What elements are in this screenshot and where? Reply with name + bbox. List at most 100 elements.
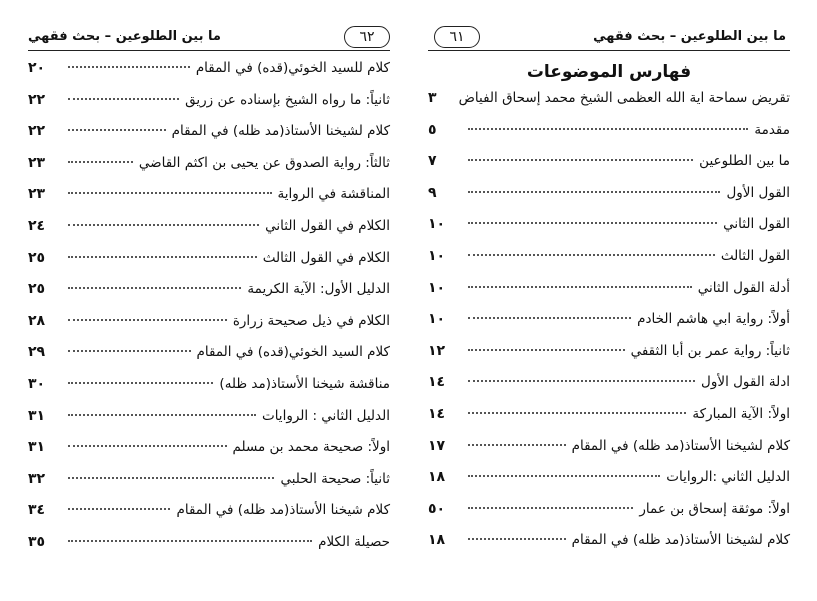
entry-title: أولاً: رواية ابي هاشم الخادم	[637, 311, 790, 328]
entry-page: ١٤	[428, 405, 446, 422]
dot-leader	[68, 192, 272, 195]
left-page: ما بين الطلوعين – بحث فقهي ٦٢ كلام للسيد…	[28, 0, 390, 601]
toc-entry: أولاً: رواية ابي هاشم الخادم ١٠	[428, 311, 790, 343]
toc-entry: القول الأول ٩	[428, 185, 790, 217]
entry-title: أدلة القول الثاني	[697, 279, 790, 296]
entry-page: ١٢	[428, 342, 446, 359]
entry-page: ٢٤	[28, 217, 46, 234]
dot-leader	[468, 253, 715, 256]
toc-entry: تقريض سماحة اية الله العظمى الشيخ محمد إ…	[428, 90, 790, 122]
toc-entry: كلام للسيد الخوئي(قده) في المقام ٢٠	[28, 60, 390, 92]
entry-page: ٢٨	[28, 312, 46, 329]
entry-page: ٢٣	[28, 186, 46, 203]
toc-entry: اولاً: الآية المباركة ١٤	[428, 406, 790, 438]
dot-leader	[468, 411, 687, 414]
toc-entry: كلام لشيخنا الأستاذ(مد ظله) في المقام ١٧	[428, 438, 790, 470]
dot-leader	[68, 255, 257, 258]
dot-leader	[68, 66, 190, 68]
dot-leader	[468, 380, 696, 383]
entry-title: المناقشة في الرواية	[277, 186, 390, 203]
toc-entry: كلام لشيخنا الأستاذ(مد ظله) في المقام ١٨	[428, 532, 790, 564]
dot-leader	[468, 443, 566, 446]
dot-leader	[468, 538, 566, 541]
header-title: ما بين الطلوعين – بحث فقهي	[593, 29, 786, 44]
dot-leader	[468, 222, 718, 225]
entry-title: الكلام في القول الثاني	[265, 217, 390, 234]
entry-title: كلام لشيخنا الأستاذ(مد ظله) في المقام	[171, 123, 390, 140]
dot-leader	[68, 97, 180, 100]
entry-title: القول الثاني	[723, 216, 790, 233]
entry-page: ٥	[428, 121, 437, 138]
entry-page: ١٨	[428, 469, 446, 486]
toc-list: تقريض سماحة اية الله العظمى الشيخ محمد إ…	[428, 90, 790, 564]
entry-page: ١٨	[428, 532, 446, 549]
page-header: ما بين الطلوعين – بحث فقهي ٦١	[428, 26, 790, 51]
dot-leader	[468, 159, 694, 162]
dot-leader	[68, 318, 227, 321]
toc-entry: الكلام في القول الثالث ٢٥	[28, 250, 390, 282]
dot-leader	[68, 350, 191, 353]
dot-leader	[68, 160, 133, 163]
entry-page: ٢٥	[28, 281, 46, 298]
entry-page: ٣٤	[28, 502, 46, 519]
toc-entry: اولاً: موثقة إسحاق بن عمار ٥٠	[428, 501, 790, 533]
entry-page: ٢٣	[28, 154, 46, 171]
entry-title: الكلام في ذيل صحيحة زرارة	[232, 312, 390, 329]
toc-entry: كلام لشيخنا الأستاذ(مد ظله) في المقام ٢٢	[28, 123, 390, 155]
entry-page: ١٠	[428, 216, 446, 233]
entry-title: ما بين الطلوعين	[699, 153, 790, 170]
dot-leader	[68, 413, 256, 416]
toc-entry: الدليل الثاني : الروايات ٣١	[28, 408, 390, 440]
toc-entry: ثانياً: رواية عمر بن أبا الثقفي ١٢	[428, 343, 790, 375]
entry-title: حصيلة الكلام	[318, 533, 390, 550]
toc-entry: ثانياً: صحيحة الحلبي ٣٢	[28, 471, 390, 503]
dot-leader	[468, 348, 625, 351]
toc-entry: أدلة القول الثاني ١٠	[428, 280, 790, 312]
entry-page: ٣٢	[28, 470, 46, 487]
entry-title: مقدمة	[754, 121, 790, 138]
toc-entry: مقدمة ٥	[428, 122, 790, 154]
dot-leader	[68, 129, 166, 132]
dot-leader	[468, 317, 632, 320]
dot-leader	[468, 285, 692, 288]
entry-title: اولاً: موثقة إسحاق بن عمار	[639, 500, 790, 517]
entry-title: كلام للسيد الخوئي(قده) في المقام	[195, 60, 390, 76]
dot-leader	[468, 506, 634, 509]
toc-entry: المناقشة في الرواية ٢٣	[28, 186, 390, 218]
entry-title: الدليل الأول: الآية الكريمة	[247, 281, 390, 298]
dot-leader	[468, 127, 749, 130]
entry-title: كلام شيخنا الأستاذ(مد ظله) في المقام	[176, 502, 390, 519]
dot-leader	[68, 381, 214, 384]
toc-entry: ثالثاً: رواية الصدوق عن يحيى بن اكثم الق…	[28, 155, 390, 187]
dot-leader	[68, 508, 171, 511]
entry-title: كلام لشيخنا الأستاذ(مد ظله) في المقام	[571, 437, 790, 454]
toc-list: كلام للسيد الخوئي(قده) في المقام ٢٠ ثانياً…	[28, 60, 390, 566]
entry-page: ٥٠	[428, 500, 446, 517]
entry-title: كلام لشيخنا الأستاذ(مد ظله) في المقام	[571, 532, 790, 549]
entry-page: ٣٥	[28, 533, 46, 550]
entry-title: القول الثالث	[720, 247, 790, 264]
entry-page: ٣٠	[28, 375, 46, 392]
page-number: ٦٢	[344, 26, 390, 48]
toc-entry: القول الثالث ١٠	[428, 248, 790, 280]
toc-entry: الدليل الأول: الآية الكريمة ٢٥	[28, 281, 390, 313]
toc-entry: مناقشة شيخنا الأستاذ(مد ظله) ٣٠	[28, 376, 390, 408]
entry-title: اولاً: صحيحة محمد بن مسلم	[232, 439, 391, 456]
toc-entry: ثانياً: ما رواه الشيخ بإسناده عن زريق ٢٢	[28, 92, 390, 124]
entry-page: ٢٠	[28, 60, 46, 76]
dot-leader	[68, 539, 313, 542]
header-title: ما بين الطلوعين – بحث فقهي	[28, 29, 221, 44]
right-page: ما بين الطلوعين – بحث فقهي ٦١ فهارس المو…	[428, 0, 790, 601]
dot-leader	[68, 476, 275, 479]
toc-entry: ما بين الطلوعين ٧	[428, 153, 790, 185]
dot-leader	[68, 287, 242, 290]
entry-title: تقريض سماحة اية الله العظمى الشيخ محمد إ…	[458, 90, 790, 106]
entry-page: ٣١	[28, 439, 46, 456]
page-header: ما بين الطلوعين – بحث فقهي ٦٢	[28, 26, 390, 51]
entry-title: مناقشة شيخنا الأستاذ(مد ظله)	[219, 375, 390, 392]
entry-page: ١٤	[428, 374, 446, 391]
dot-leader	[468, 190, 721, 193]
entry-title: كلام السيد الخوئي(قده) في المقام	[196, 344, 390, 361]
toc-entry: الكلام في ذيل صحيحة زرارة ٢٨	[28, 313, 390, 345]
entry-page: ١٧	[428, 437, 446, 454]
